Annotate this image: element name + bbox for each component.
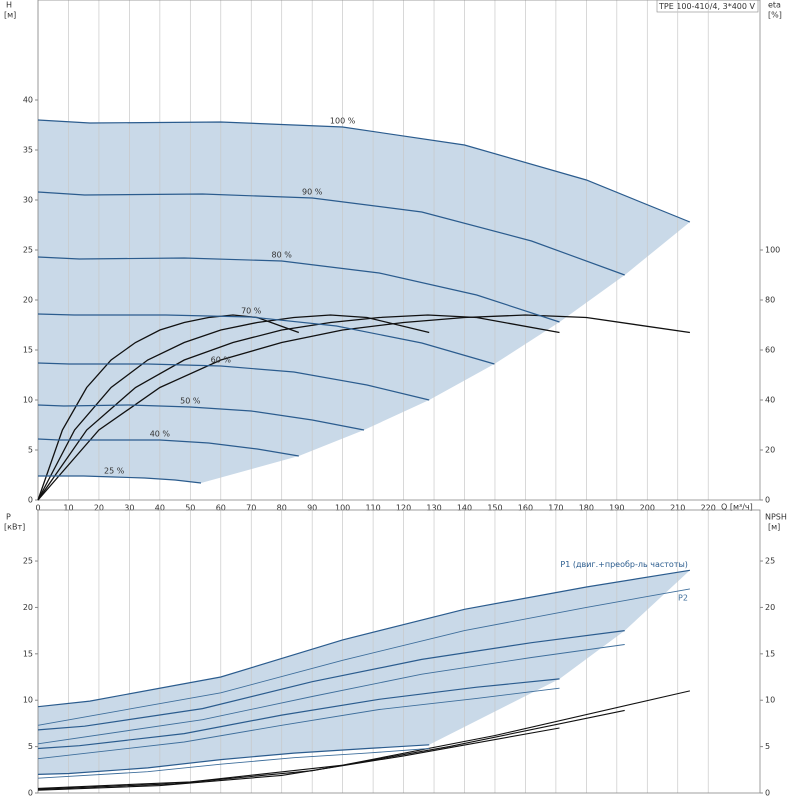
y2-tick-label: 100 [765, 246, 780, 255]
curve [37, 314, 690, 501]
x-tick-label: 180 [579, 504, 594, 513]
x-tick-label: 30 [124, 504, 134, 513]
y-tick-label: 15 [23, 346, 33, 355]
curve [37, 314, 430, 501]
y2-tick-label: 20 [765, 446, 775, 455]
y-axis-unit: [кВт] [4, 523, 25, 532]
curve [37, 404, 365, 431]
x-tick-label: 130 [426, 504, 441, 513]
operating-region [38, 120, 690, 483]
x-tick-label: 10 [63, 504, 73, 513]
y2-axis-unit: [м] [768, 523, 780, 532]
y-tick-label: 5 [28, 446, 33, 455]
chart-title: TPE 100-410/4, 3*400 V [658, 2, 756, 11]
curve [37, 119, 691, 223]
x-tick-label: 140 [457, 504, 472, 513]
curve [37, 687, 560, 760]
x-tick-label: 80 [277, 504, 287, 513]
curve-label: 25 % [104, 467, 125, 476]
x-tick-label: 60 [216, 504, 226, 513]
y-tick-label: 20 [23, 603, 33, 612]
y2-axis-label: NPSH [765, 513, 787, 522]
y-tick-label: 0 [28, 496, 33, 505]
curve [37, 588, 690, 726]
y-tick-label: 25 [23, 246, 33, 255]
y2-axis-label: eta [768, 1, 781, 10]
x-tick-label: 120 [396, 504, 411, 513]
y2-tick-label: 0 [765, 496, 770, 505]
curve-label: 40 % [150, 430, 171, 439]
x-axis-label: Q [м³/ч] [721, 503, 753, 512]
curve-label: 60 % [211, 356, 232, 365]
y2-tick-label: 5 [765, 742, 770, 751]
curve [37, 314, 560, 501]
x-tick-label: 70 [246, 504, 256, 513]
y2-tick-label: 25 [765, 557, 775, 566]
y-tick-label: 15 [23, 649, 33, 658]
y2-tick-label: 80 [765, 296, 775, 305]
y-tick-label: 25 [23, 557, 33, 566]
y2-tick-label: 60 [765, 346, 775, 355]
curve-label: 80 % [272, 251, 293, 260]
curve [37, 191, 625, 276]
x-tick-label: 150 [487, 504, 502, 513]
x-tick-label: 110 [365, 504, 380, 513]
x-tick-label: 20 [94, 504, 104, 513]
y2-tick-label: 15 [765, 649, 775, 658]
curve [37, 678, 560, 750]
x-tick-label: 170 [548, 504, 563, 513]
curve-label: 100 % [330, 117, 356, 126]
x-tick-label: 50 [185, 504, 195, 513]
y-tick-label: 30 [23, 196, 33, 205]
curve [37, 313, 495, 365]
plot-frame [37, 509, 761, 794]
y-tick-label: 5 [28, 742, 33, 751]
x-tick-label: 160 [518, 504, 533, 513]
y-tick-label: 20 [23, 296, 33, 305]
x-tick-label: 210 [670, 504, 685, 513]
curve [38, 475, 202, 484]
curve-label: P2 [678, 593, 688, 602]
y-axis-label: H [6, 1, 12, 10]
y2-tick-label: 40 [765, 396, 775, 405]
x-tick-label: 40 [155, 504, 165, 513]
y-tick-label: 10 [23, 396, 33, 405]
x-tick-label: 0 [35, 504, 40, 513]
curve [37, 644, 625, 745]
curve-label: P1 (двиг.+преобр-ль частоты) [560, 560, 688, 569]
title-box [656, 0, 759, 13]
x-tick-label: 220 [701, 504, 716, 513]
y-tick-label: 35 [23, 146, 33, 155]
y-axis-label: P [6, 513, 11, 522]
y-tick-label: 10 [23, 696, 33, 705]
curve [37, 362, 430, 401]
curve [37, 744, 430, 775]
x-tick-label: 190 [609, 504, 624, 513]
curve [37, 438, 299, 457]
curve [37, 256, 560, 323]
y2-tick-label: 20 [765, 603, 775, 612]
y2-axis-unit: [%] [768, 11, 782, 20]
y2-tick-label: 10 [765, 696, 775, 705]
x-tick-label: 100 [335, 504, 350, 513]
y-tick-label: 0 [28, 789, 33, 798]
curve [37, 727, 560, 791]
x-tick-label: 200 [640, 504, 655, 513]
curve [37, 748, 430, 779]
y-axis-unit: [м] [4, 11, 16, 20]
x-tick-label: 90 [307, 504, 317, 513]
y-tick-label: 40 [23, 96, 33, 105]
operating-region [38, 570, 690, 775]
y2-tick-label: 0 [765, 789, 770, 798]
curve [37, 314, 300, 501]
curve [37, 630, 625, 731]
curve-label: 90 % [302, 188, 323, 197]
curve [37, 569, 690, 708]
curve-label: 70 % [241, 307, 262, 316]
curve-label: 50 % [180, 397, 201, 406]
